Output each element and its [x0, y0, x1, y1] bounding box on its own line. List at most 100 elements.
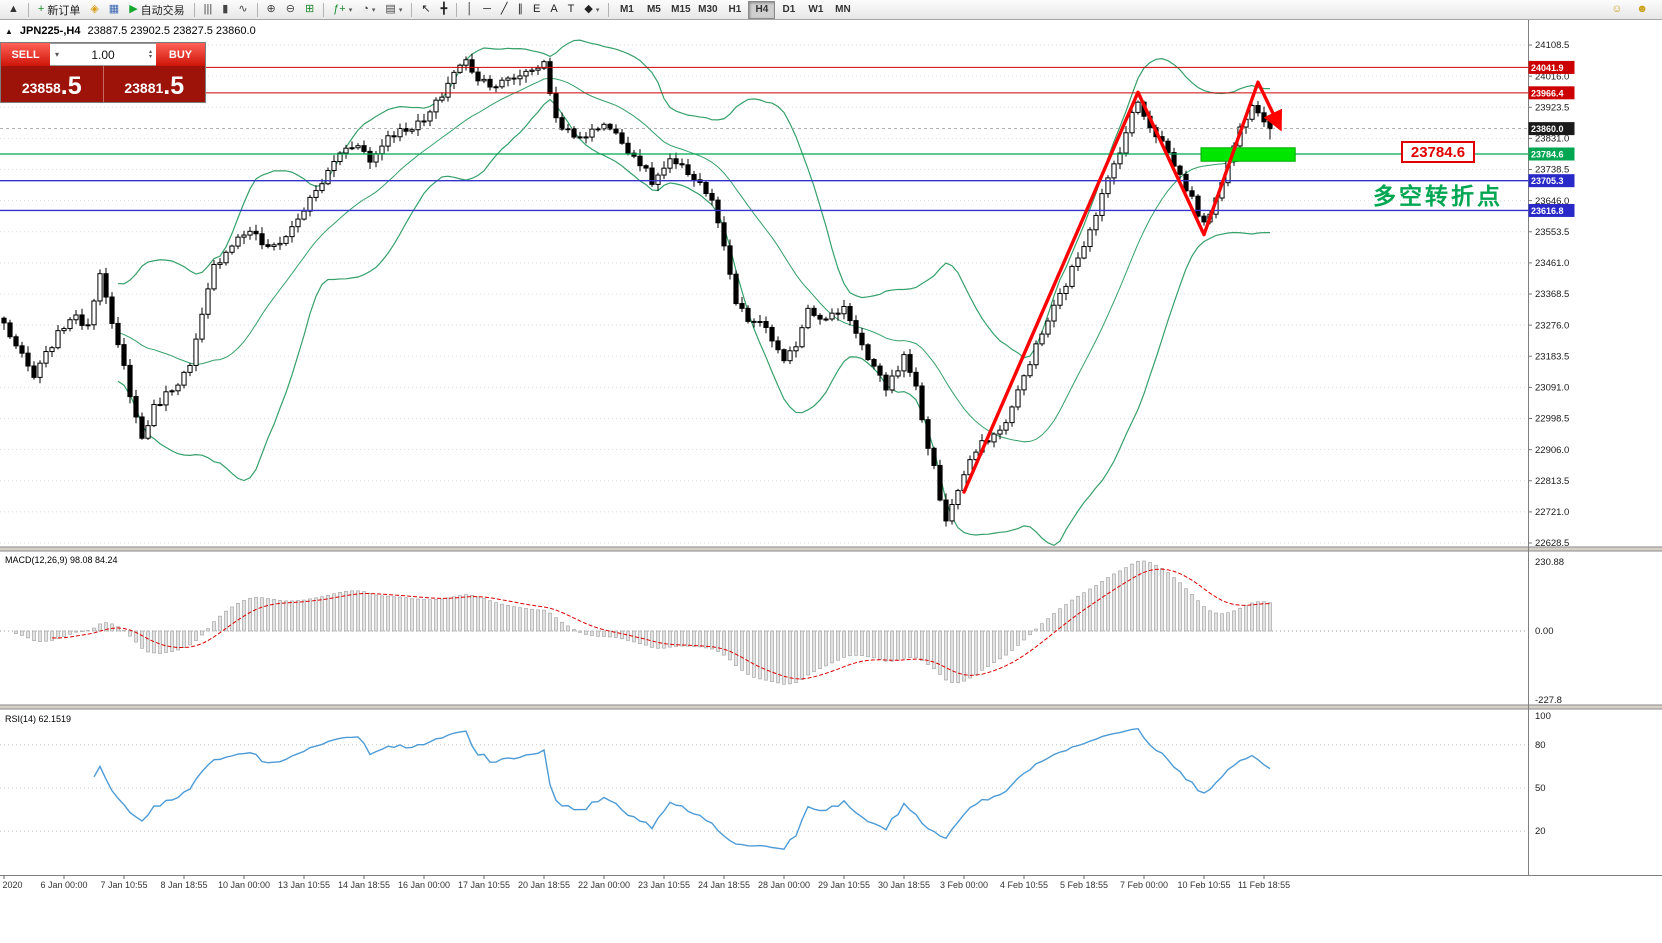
timeframe-m5[interactable]: M5 [640, 1, 667, 19]
equidistant-channel-button[interactable]: ∥ [512, 1, 528, 19]
time-axis-label: 11 Feb 18:55 [1238, 880, 1290, 890]
time-axis-label: 5 Feb 18:55 [1060, 880, 1108, 890]
price-axis-label: 23738.5 [1535, 165, 1569, 176]
price-axis-label: 23461.0 [1535, 258, 1569, 269]
toolbar: ▲ + 新订单 ◈ ▦ ▶ 自动交易 ||| ▮ ∿ ⊕ ⊖ ⊞ ƒ+ ▾ ◔ ▾ ▤ ▾ ↖ ╋ │ ─ ╱ ∥ E A T ◆ ▾ M1… [0, 0, 1662, 20]
timeframe-h4[interactable]: H4 [748, 0, 776, 19]
timeframe-m15[interactable]: M15 [667, 1, 694, 19]
zoom-out-button[interactable]: ⊖ [281, 1, 300, 19]
time-axis-label: 28 Jan 00:00 [758, 880, 810, 890]
volume-spinner[interactable]: ▾ 1.00 ▴ ▾ [50, 43, 156, 66]
crosshair-button[interactable]: ╋ [436, 1, 453, 19]
chevron-down-icon: ▾ [595, 6, 600, 14]
equidistant-channel-icon: ∥ [517, 3, 523, 15]
trendline-icon: ╱ [500, 3, 508, 15]
macd-scale-label: -227.8 [1535, 695, 1562, 706]
one-click-trading-panel: SELL ▾ 1.00 ▴ ▾ BUY 23858.5 23881.5 [0, 42, 206, 103]
bar-chart-type-button[interactable]: ||| [199, 1, 218, 19]
text-icon: A [550, 3, 558, 15]
zoom-in-button[interactable]: ⊕ [262, 1, 281, 19]
vertical-line-button[interactable]: │ [461, 1, 478, 19]
candlestick-type-button[interactable]: ▮ [217, 1, 233, 19]
buy-button[interactable]: BUY [156, 43, 205, 66]
macd-scale-label: 0.00 [1535, 626, 1554, 637]
price-tag: 23860.0 [1531, 124, 1564, 134]
bar-chart-type-icon: ||| [203, 3, 213, 15]
horizontal-line-icon: ─ [483, 3, 491, 15]
support-icon[interactable]: ☻ [1631, 1, 1653, 19]
timeframe-m30[interactable]: M30 [694, 1, 721, 19]
buy-price[interactable]: 23881.5 [104, 66, 206, 102]
buy-price-big: .5 [163, 72, 185, 100]
price-axis-label: 23183.5 [1535, 351, 1569, 362]
timeframe-d1[interactable]: D1 [775, 1, 802, 19]
cursor-icon: ↖ [421, 3, 431, 15]
sell-price-big: .5 [60, 72, 82, 100]
toolbar-separator [608, 2, 610, 17]
price-axis-label: 23091.0 [1535, 383, 1569, 394]
support-icon: ☻ [1636, 3, 1648, 15]
toolbar-separator [456, 2, 458, 17]
timeframe-h1[interactable]: H1 [721, 1, 748, 19]
price-level-callout[interactable]: 23784.6 [1401, 141, 1475, 163]
auto-trading-button-label: 自动交易 [140, 4, 185, 17]
horizontal-line-button[interactable]: ─ [478, 1, 496, 19]
vertical-line-icon: │ [466, 3, 474, 15]
price-axis-label: 23276.0 [1535, 320, 1569, 331]
sell-button[interactable]: SELL [1, 43, 50, 66]
time-axis-label: 3 Feb 00:00 [940, 880, 988, 890]
label-button[interactable]: T [563, 1, 580, 19]
profile-icon: ▦ [108, 3, 120, 15]
arrows-button[interactable]: ◆ ▾ [579, 1, 604, 19]
templates-button[interactable]: ▤ ▾ [380, 1, 407, 19]
price-axis-label: 22721.0 [1535, 507, 1569, 518]
volume-stepper[interactable]: ▴ ▾ [148, 48, 152, 60]
auto-trading-button[interactable]: ▶ 自动交易 [124, 1, 189, 19]
rsi-scale-label: 50 [1535, 783, 1546, 794]
fibonacci-button[interactable]: E [528, 1, 545, 19]
timeframe-m1[interactable]: M1 [613, 1, 640, 19]
text-button[interactable]: A [545, 1, 562, 19]
time-axis-label: 7 Jan 10:55 [100, 880, 147, 890]
time-axis-label: 10 Jan 00:00 [218, 880, 270, 890]
sell-price[interactable]: 23858.5 [1, 66, 104, 102]
timeframe-w1[interactable]: W1 [802, 1, 829, 19]
tile-windows-button[interactable]: ⊞ [300, 1, 319, 19]
volume-up-icon[interactable]: ▴ [148, 48, 152, 55]
symbol-list-icon[interactable]: ▲ [3, 1, 24, 19]
indicators-icon: ƒ+ [333, 3, 346, 15]
profile-icon[interactable]: ▦ [104, 1, 124, 19]
cursor-button[interactable]: ↖ [416, 1, 435, 19]
timeframe-mn[interactable]: MN [829, 1, 856, 19]
toolbar-separator [193, 2, 195, 17]
chart-window: 24108.5 24016.0 23923.5 23831.0 23738.5 23646… [0, 20, 1662, 943]
time-axis-label: 22 Jan 00:00 [578, 880, 630, 890]
symbol-period-label: JPN225-,H4 [19, 25, 81, 37]
price-tag: 23784.6 [1531, 149, 1564, 159]
community-icon[interactable]: ☺ [1606, 1, 1627, 19]
price-axis-label: 22813.5 [1535, 476, 1569, 487]
chart-title: ▲ JPN225-,H4 23887.5 23902.5 23827.5 238… [5, 25, 256, 37]
time-axis-label: 17 Jan 10:55 [458, 880, 510, 890]
indicators-button[interactable]: ƒ+ ▾ [328, 1, 357, 19]
rsi-scale-label: 100 [1535, 711, 1551, 722]
time-axis-label: 20 Jan 18:55 [518, 880, 570, 890]
line-chart-type-icon: ∿ [238, 3, 248, 15]
volume-down-icon[interactable]: ▾ [148, 53, 152, 60]
sell-price-base: 23858 [21, 80, 61, 96]
chart-wizard-icon[interactable]: ◈ [85, 1, 103, 19]
price-axis-label: 23368.5 [1535, 289, 1569, 300]
toolbar-separator [256, 2, 258, 17]
periods-button[interactable]: ◔ ▾ [357, 1, 380, 19]
chart-canvas[interactable]: 24108.5 24016.0 23923.5 23831.0 23738.5 23646… [0, 20, 1662, 943]
volume-value: 1.00 [91, 47, 115, 62]
volume-dropdown-icon[interactable]: ▾ [55, 50, 60, 59]
price-axis-label: 22906.0 [1535, 445, 1569, 456]
crosshair-icon: ╋ [440, 3, 448, 15]
price-tag: 24041.9 [1531, 63, 1564, 73]
new-order-button[interactable]: + 新订单 [33, 1, 85, 19]
line-chart-type-button[interactable]: ∿ [233, 1, 252, 19]
trendline-button[interactable]: ╱ [496, 1, 513, 19]
arrows-icon: ◆ [584, 3, 593, 15]
